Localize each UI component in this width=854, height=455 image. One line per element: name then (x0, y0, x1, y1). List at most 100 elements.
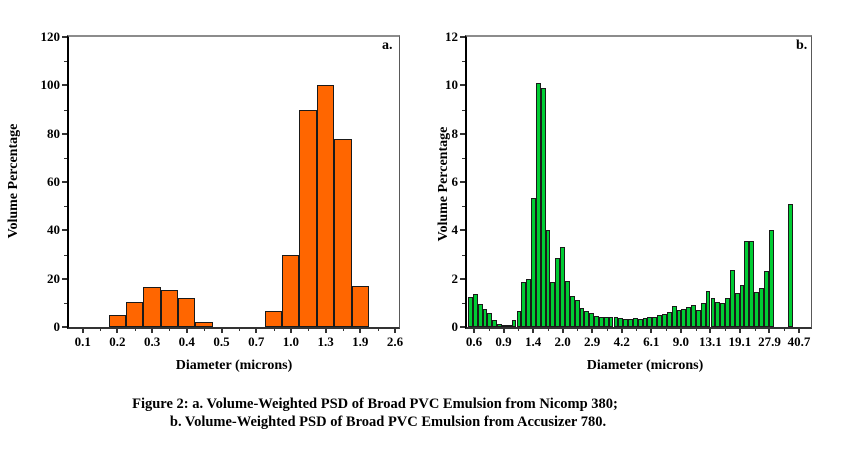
bar (482, 308, 488, 327)
y-axis-minor-tick (462, 254, 465, 256)
bar (526, 278, 532, 327)
x-axis-minor-tick (547, 327, 549, 331)
y-axis-tick (460, 229, 465, 232)
x-axis-tick (473, 327, 475, 333)
x-axis-tick (185, 327, 188, 333)
caption-line-1: Figure 2: a. Volume-Weighted PSD of Broa… (132, 396, 618, 412)
x-axis-tick (679, 327, 682, 333)
bar (472, 294, 478, 327)
x-axis-minor-tick (695, 327, 697, 331)
bar (632, 318, 638, 327)
x-axis-minor-tick (377, 327, 379, 331)
bar (264, 311, 283, 327)
x-axis-minor-tick (754, 327, 756, 331)
x-axis-tick-label: 0.9 (495, 334, 512, 349)
x-axis-tick-label: 0.3 (143, 334, 161, 349)
x-axis-tick (394, 327, 396, 333)
chart-a-x-axis-title: Diameter (microns) (175, 358, 293, 373)
x-axis-tick (81, 327, 84, 333)
chart-a-y-axis-title: Volume Percentage (6, 123, 21, 239)
bar (531, 197, 536, 327)
bar (594, 316, 599, 327)
bar (734, 293, 740, 327)
x-axis-tick-label: 0.6 (465, 334, 483, 349)
bar (768, 230, 774, 327)
x-axis-tick (768, 327, 771, 333)
y-axis-tick-label: 0 (53, 319, 61, 334)
x-axis-tick-label: 19.1 (728, 334, 752, 349)
bar (108, 314, 126, 327)
x-axis-minor-tick (488, 327, 490, 331)
x-axis-tick (324, 327, 327, 333)
bar (749, 241, 755, 327)
bar (715, 301, 721, 327)
x-axis-tick (591, 327, 594, 333)
y-axis-tick-label: 20 (47, 270, 60, 286)
bar (555, 258, 561, 327)
x-axis-tick-label: 27.9 (758, 334, 781, 349)
bar (705, 290, 711, 327)
bar (720, 302, 726, 327)
x-axis-tick (502, 327, 505, 333)
y-axis-minor-tick (462, 206, 465, 208)
bar (603, 317, 609, 327)
bar (545, 230, 551, 327)
y-axis-tick (62, 277, 67, 280)
x-axis-minor-tick (308, 327, 310, 331)
bar (671, 306, 677, 327)
x-axis-tick-label: 0.5 (213, 334, 230, 349)
x-axis-minor-tick (784, 327, 786, 331)
bar (351, 285, 369, 327)
x-axis-tick (561, 327, 564, 333)
bar (540, 87, 546, 327)
bar (282, 254, 300, 327)
bar (589, 312, 595, 327)
x-axis-tick (797, 327, 800, 333)
bar (763, 271, 769, 327)
bar (535, 82, 541, 327)
y-axis-tick (460, 181, 465, 183)
figure-caption: Figure 2: a. Volume-Weighted PSD of Broa… (25, 395, 725, 431)
bar (662, 313, 667, 327)
x-axis-minor-tick (518, 327, 520, 331)
bar (143, 287, 161, 327)
bar (569, 295, 575, 327)
bar (686, 306, 692, 327)
x-axis-tick (620, 327, 623, 333)
bar (299, 109, 317, 327)
chart-a-plot-area (67, 35, 400, 329)
y-axis-tick (460, 277, 465, 280)
bar (623, 318, 629, 327)
x-axis-minor-tick (342, 327, 344, 331)
y-axis-tick (460, 132, 465, 135)
x-axis-tick-label: 0.1 (74, 334, 91, 349)
x-axis-tick-label: 6.1 (643, 334, 660, 349)
x-axis-tick-label: 2.9 (584, 334, 601, 349)
y-axis-minor-tick (64, 254, 67, 256)
bar (178, 298, 196, 327)
bar (681, 308, 687, 327)
bar (511, 319, 517, 327)
bar (666, 312, 672, 327)
y-axis-tick (62, 326, 67, 328)
bar (516, 311, 522, 327)
x-axis-tick (289, 327, 292, 333)
x-axis-tick-label: 0.7 (248, 334, 265, 349)
x-axis-minor-tick (273, 327, 275, 331)
x-axis-minor-tick (577, 327, 579, 331)
bar (316, 85, 335, 327)
bar (565, 281, 570, 327)
x-axis-tick (650, 327, 653, 333)
y-axis-minor-tick (64, 109, 67, 111)
bar (657, 315, 662, 327)
x-axis-tick-label: 2.6 (386, 334, 404, 349)
bar (160, 289, 179, 327)
y-axis-tick (460, 36, 465, 38)
y-axis-tick (460, 84, 465, 87)
x-axis-tick-label: 0.4 (178, 334, 195, 349)
y-axis-tick-label: 6 (451, 174, 459, 189)
bar (598, 316, 604, 327)
x-axis-tick-label: 1.0 (282, 334, 300, 349)
x-axis-minor-tick (636, 327, 638, 331)
bar (579, 307, 585, 327)
